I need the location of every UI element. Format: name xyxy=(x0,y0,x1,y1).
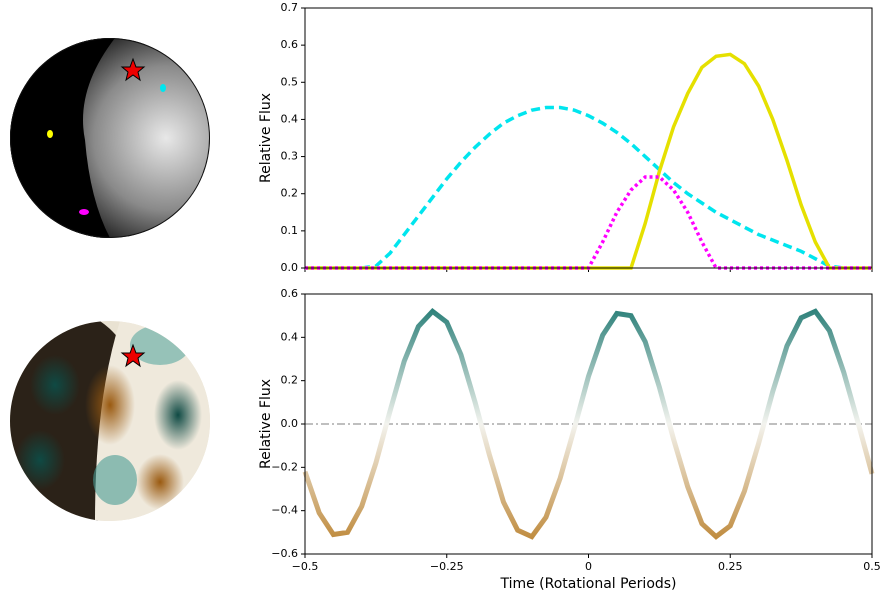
y-tick-label: −0.4 xyxy=(271,504,298,517)
series-line xyxy=(302,307,875,540)
y-axis-label: Relative Flux xyxy=(258,379,274,469)
plot-frame xyxy=(304,293,873,555)
x-tick-label: −0.25 xyxy=(430,560,464,573)
y-tick-label: 0.3 xyxy=(281,150,299,163)
y-tick-label: 0.5 xyxy=(281,75,299,88)
x-tick-label: 0.25 xyxy=(718,560,743,573)
y-tick-label: 0.2 xyxy=(281,374,299,387)
y-tick-label: 0.2 xyxy=(281,187,299,200)
x-tick-label: −0.5 xyxy=(292,560,319,573)
y-tick-label: 0.0 xyxy=(281,417,299,430)
top-sphere xyxy=(10,38,210,238)
y-tick-label: 0.6 xyxy=(281,38,299,51)
y-tick-label: 0.1 xyxy=(281,224,299,237)
y-axis-label: Relative Flux xyxy=(258,93,274,183)
x-tick-label: 0.5 xyxy=(863,560,881,573)
y-tick-label: 0.4 xyxy=(281,330,299,343)
y-tick-label: 0.6 xyxy=(281,287,299,300)
y-tick-label: −0.2 xyxy=(271,460,298,473)
y-tick-label: 0.4 xyxy=(281,112,299,125)
series-line xyxy=(305,105,872,270)
y-tick-label: 0.0 xyxy=(281,261,299,274)
x-tick-label: 0 xyxy=(585,560,592,573)
y-tick-label: −0.6 xyxy=(271,547,298,560)
bottom-sphere xyxy=(10,321,210,521)
y-tick-label: 0.7 xyxy=(281,1,299,14)
x-axis-label: Time (Rotational Periods) xyxy=(499,576,676,592)
series-line xyxy=(305,52,872,270)
plot-frame xyxy=(304,7,873,269)
